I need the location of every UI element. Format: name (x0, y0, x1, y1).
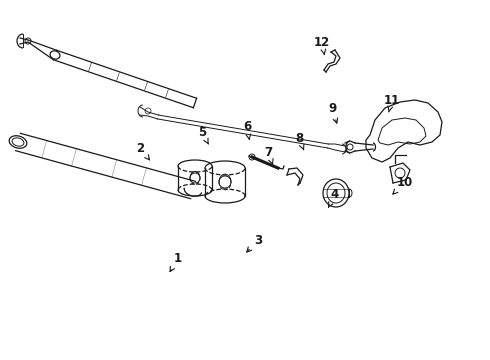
Text: 11: 11 (384, 94, 400, 112)
Text: 3: 3 (247, 234, 262, 252)
Text: 4: 4 (328, 189, 339, 207)
Text: 5: 5 (198, 126, 208, 144)
Text: 8: 8 (295, 131, 304, 150)
Text: 12: 12 (314, 36, 330, 54)
Text: 7: 7 (264, 145, 273, 164)
Text: 2: 2 (136, 141, 149, 160)
Text: 10: 10 (393, 175, 413, 194)
Text: 6: 6 (243, 121, 251, 139)
Text: 1: 1 (170, 252, 182, 271)
Text: 9: 9 (328, 102, 338, 123)
